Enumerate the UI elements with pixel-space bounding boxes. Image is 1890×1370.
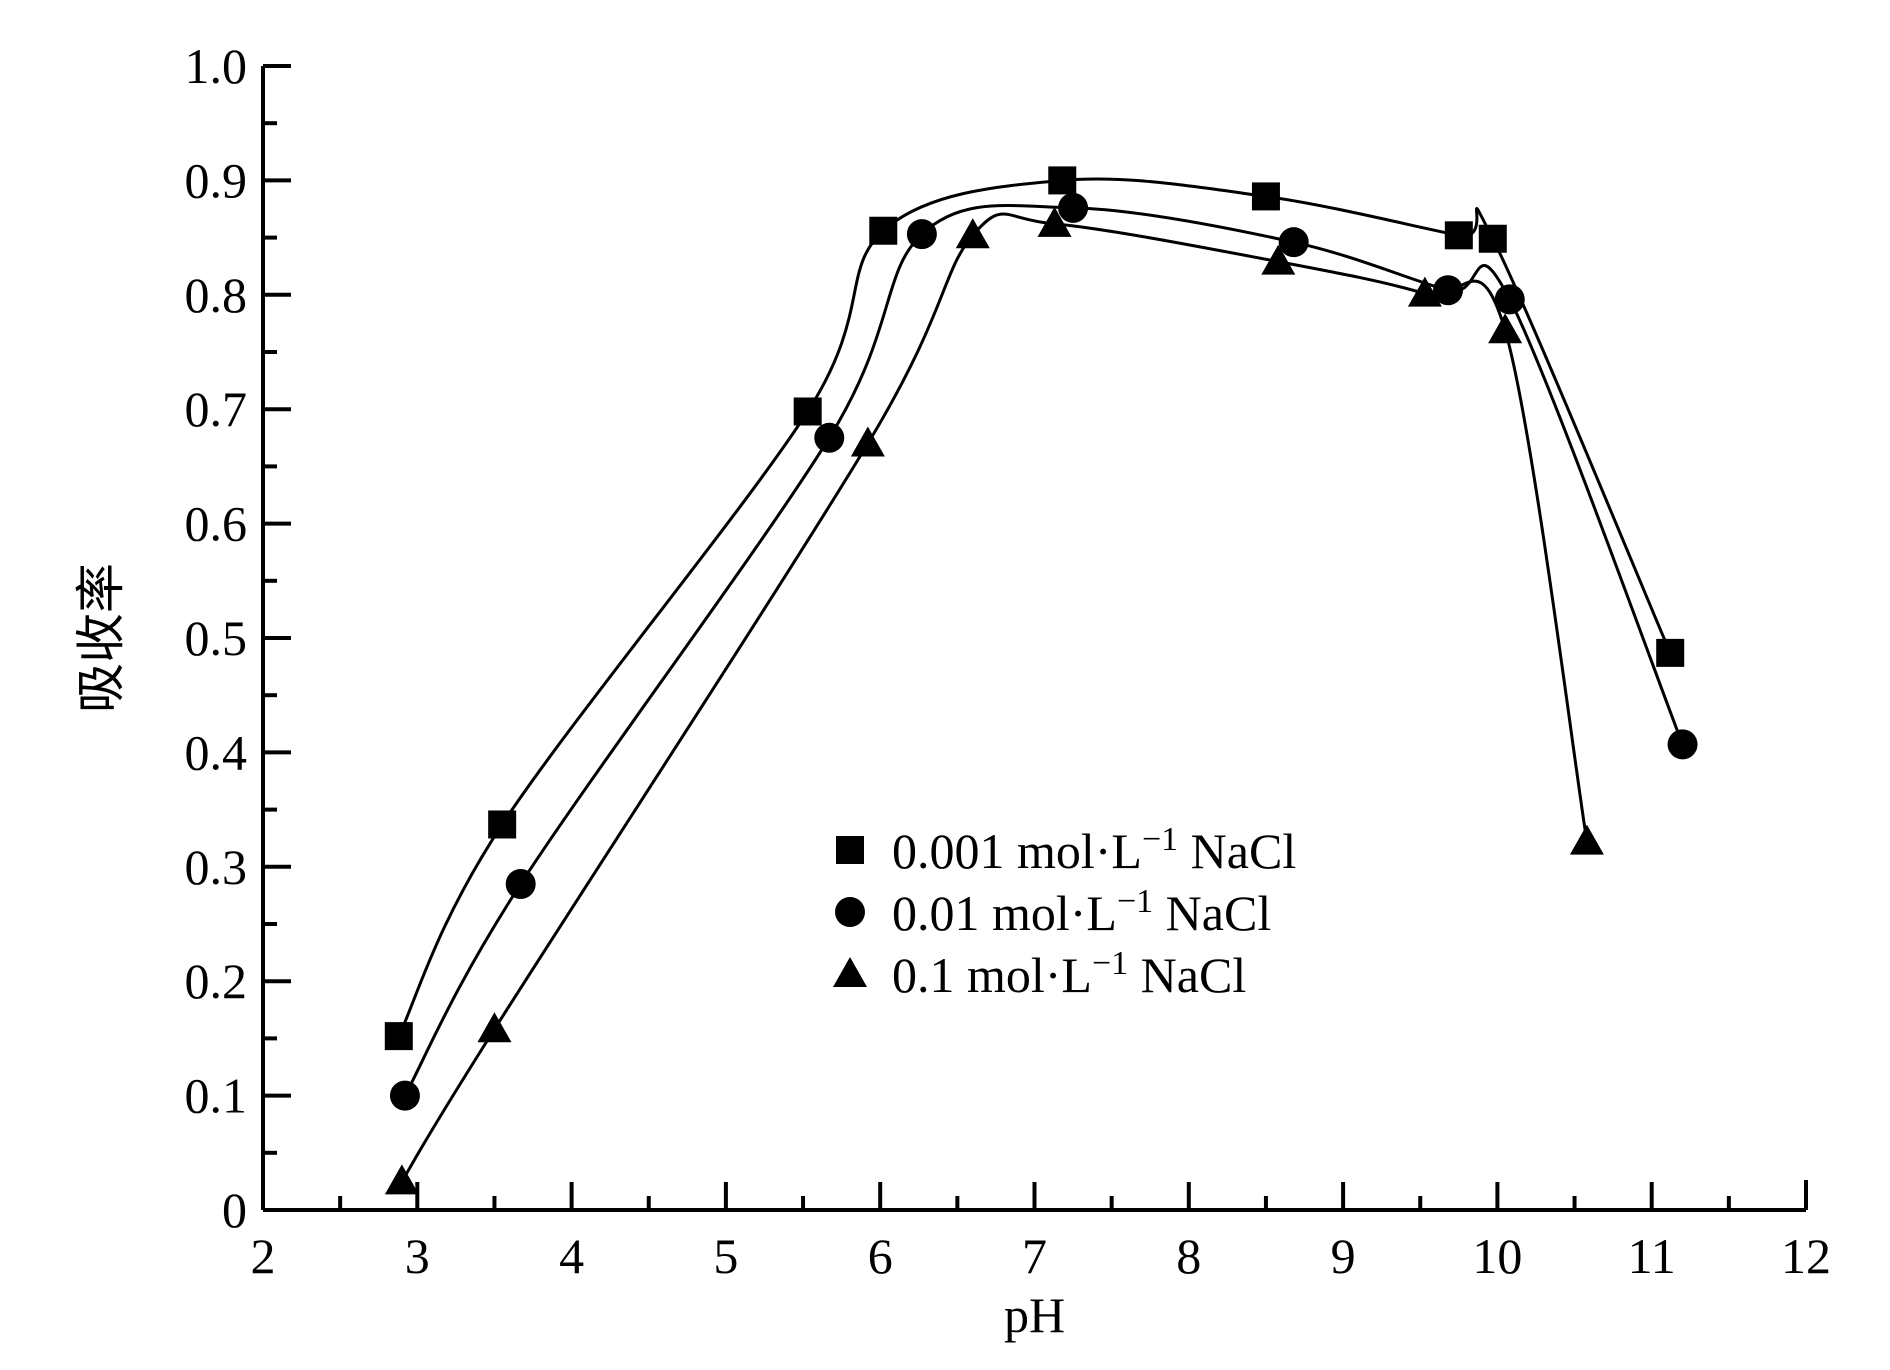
data-point-circle: [1494, 284, 1525, 315]
legend-marker-circle: [835, 897, 865, 927]
data-point-square: [1251, 182, 1280, 211]
y-tick-label: 0: [222, 1182, 247, 1238]
legend-marker-triangle: [833, 957, 867, 987]
data-point-circle: [1433, 275, 1464, 306]
axes: 2 3 4 5 6 7 8 9 10 11 12 0 0.1 0.2 0.3 0.4 0.5 0.6 0.7 0.8 0…: [185, 38, 1832, 1284]
data-point-circle: [814, 422, 845, 453]
data-point-square: [488, 810, 517, 839]
data-point-circle: [906, 219, 937, 250]
x-tick-label: 7: [1022, 1228, 1047, 1284]
y-tick-label: 1.0: [185, 38, 248, 94]
x-tick-label: 8: [1176, 1228, 1201, 1284]
y-tick-label: 0.7: [185, 381, 248, 437]
x-axis-title: pH: [1004, 1287, 1065, 1343]
legend-label: 0.001 mol·L−1 NaCl: [892, 821, 1296, 879]
data-point-circle: [1278, 227, 1309, 258]
y-tick-label: 0.3: [185, 839, 248, 895]
data-point-square: [793, 397, 822, 426]
data-point-triangle: [850, 426, 885, 457]
data-point-triangle: [1407, 276, 1442, 307]
series-curves: [397, 177, 1684, 1183]
x-tick-label: 3: [405, 1228, 430, 1284]
y-tick-label: 0.8: [185, 267, 248, 323]
data-point-circle: [1058, 192, 1089, 223]
data-point-triangle: [1037, 206, 1072, 237]
data-point-triangle: [384, 1164, 419, 1195]
data-point-triangle: [477, 1012, 512, 1043]
y-tick-label: 0.4: [185, 724, 248, 780]
data-point-square: [1444, 221, 1473, 250]
series-markers: [384, 166, 1698, 1195]
y-tick-label: 0.5: [185, 610, 248, 666]
data-point-square: [1478, 224, 1507, 253]
legend-label: 0.1 mol·L−1 NaCl: [892, 945, 1246, 1003]
data-point-square: [869, 216, 898, 245]
data-point-circle: [505, 868, 536, 899]
legend-label: 0.01 mol·L−1 NaCl: [892, 883, 1271, 941]
x-tick-label: 4: [559, 1228, 584, 1284]
series-line-triangle: [400, 212, 1589, 1183]
x-tick-label: 11: [1628, 1228, 1676, 1284]
legend-marker-square: [836, 836, 864, 864]
x-tick-label: 9: [1331, 1228, 1356, 1284]
data-point-square: [1656, 638, 1685, 667]
x-tick-label: 6: [868, 1228, 893, 1284]
data-point-square: [1048, 166, 1077, 195]
y-tick-label: 0.1: [185, 1068, 248, 1124]
data-point-triangle: [1488, 313, 1523, 344]
data-point-square: [384, 1022, 413, 1051]
x-tick-label: 12: [1781, 1228, 1831, 1284]
y-tick-label: 0.9: [185, 152, 248, 208]
data-point-circle: [1667, 729, 1698, 760]
data-point-circle: [389, 1080, 420, 1111]
y-tick-label: 0.2: [185, 953, 248, 1009]
data-point-triangle: [1569, 824, 1604, 855]
y-tick-label: 0.6: [185, 496, 248, 552]
x-tick-label: 10: [1472, 1228, 1522, 1284]
data-point-triangle: [1261, 244, 1296, 275]
x-tick-label: 2: [251, 1228, 276, 1284]
x-tick-label: 5: [713, 1228, 738, 1284]
y-axis-title: 吸收率: [73, 563, 129, 713]
data-point-triangle: [955, 218, 990, 249]
